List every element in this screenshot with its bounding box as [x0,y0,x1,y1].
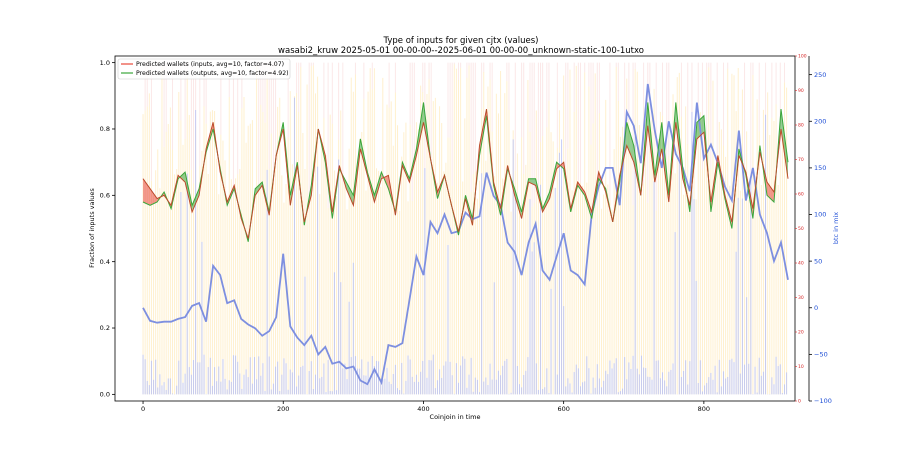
y-tick-label: 0.0 [100,391,110,399]
y2-tick-label: 200 [814,117,826,125]
y2-tick-label: 0 [814,304,818,312]
fill-segment [780,109,788,179]
fill-segment [528,178,536,186]
fill-segment [143,178,151,206]
y-tick-label: 0.2 [100,324,110,332]
y-axis-left: 0.0 0.2 0.4 0.6 0.8 1.0 [100,59,115,399]
y-red-tick-label: 60 [798,192,804,198]
y2-tick-label: 150 [814,164,826,172]
y-tick-label: 0.4 [100,258,110,266]
y2-tick-label: −50 [814,351,828,359]
y2-axis-label: btc in mix [832,212,840,244]
chart-title: Type of inputs for given cjtx (values) [383,36,539,46]
fill-segment [192,188,200,212]
fill-segment [178,172,186,183]
y-red-tick-label: 50 [798,226,804,232]
y-tick-label: 0.6 [100,192,110,200]
y2-tick-label: −100 [814,397,832,405]
legend: Predicted wallets (inputs, avg=10, facto… [117,58,291,80]
fill-segment [150,188,158,206]
series-lines [142,83,789,386]
background-bars [142,62,788,395]
legend-entry-inputs: Predicted wallets (inputs, avg=10, facto… [136,61,284,68]
y2-tick-label: 100 [814,211,826,219]
x-tick-label: 800 [698,405,710,413]
y-red-tick-label: 90 [798,88,804,94]
legend-entry-outputs: Predicted wallets (outputs, avg=10, fact… [136,70,289,77]
fill-segment [766,182,774,202]
x-tick-label: 400 [417,405,429,413]
y-tick-label: 1.0 [100,59,110,67]
y-axis-label: Fraction of inputs values [88,188,96,268]
series-line-mean [142,109,789,239]
y-red-tick-label: 70 [798,157,804,163]
y2-tick-label: 250 [814,71,826,79]
fill-segment [626,122,634,163]
x-tick-label: 600 [557,405,569,413]
legend-box [117,58,291,80]
y-axis-right: −100 −50 0 50 100 150 200 250 [808,56,832,405]
x-axis: 0 200 400 600 800 [141,401,710,413]
y-axis-red: 0 10 20 30 40 50 60 70 80 90 100 [795,54,807,405]
fill-segment [346,182,354,206]
x-tick-label: 200 [277,405,289,413]
x-tick-label: 0 [141,405,145,413]
y-red-tick-label: 20 [798,330,804,336]
y2-tick-label: 50 [814,257,822,265]
y-red-tick-label: 10 [798,364,804,370]
y-red-tick-label: 40 [798,261,804,267]
y-red-tick-label: 100 [798,54,807,60]
y-red-tick-label: 30 [798,295,804,301]
y-red-tick-label: 80 [798,123,804,129]
x-axis-label: Coinjoin in time [430,413,481,421]
chart-subtitle: wasabi2_kruw 2025-05-01 00-00-00--2025-0… [278,46,644,56]
y-tick-label: 0.8 [100,125,110,133]
y-red-tick-label: 0 [798,399,801,405]
